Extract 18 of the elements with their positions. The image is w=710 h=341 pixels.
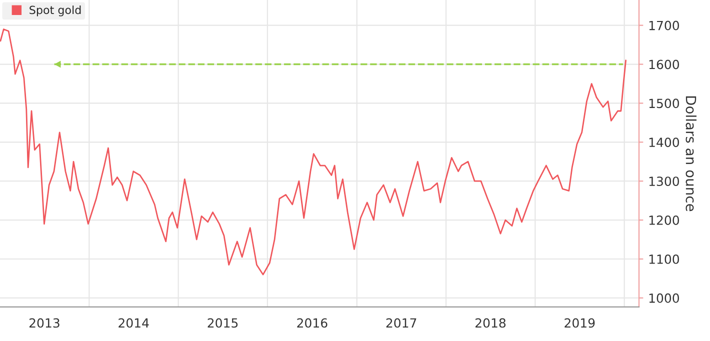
x-tick-label: 2018 (475, 318, 506, 328)
x-tick-label: 2019 (564, 318, 595, 328)
line-series (0, 28, 627, 276)
y-tick-label: 1500 (649, 98, 680, 108)
legend-label: Spot gold (30, 6, 81, 16)
y-tick-label: 1100 (649, 254, 680, 264)
x-tick-label: 2017 (386, 318, 416, 328)
y-tick-label: 1600 (649, 60, 680, 70)
y-axis-title: Dollars an ounce (686, 96, 697, 212)
x-tick-label: 2013 (29, 318, 60, 328)
y-tick-label: 1300 (649, 176, 680, 186)
y-tick-label: 1200 (649, 216, 680, 225)
x-tick-label: 2014 (118, 318, 149, 328)
y-tick-label: 1700 (649, 20, 680, 30)
x-tick-label: 2015 (208, 318, 238, 328)
y-tick-label: 1400 (649, 138, 680, 148)
y-tick-label: 1000 (649, 293, 680, 303)
x-tick-label: 2016 (297, 318, 328, 328)
